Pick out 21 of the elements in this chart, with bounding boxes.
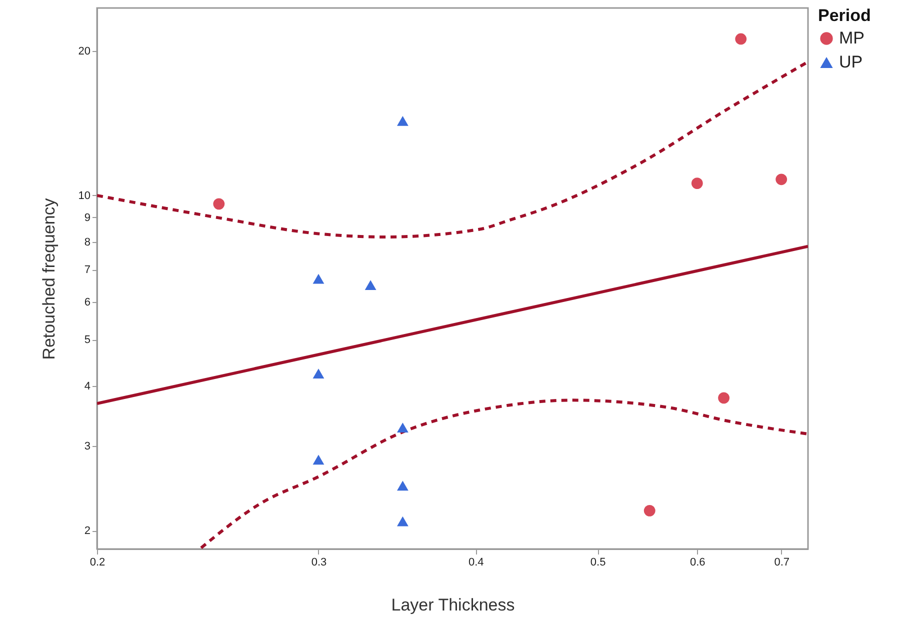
legend-label: MP: [839, 28, 864, 48]
x-tick-label: 0.6: [690, 556, 706, 568]
y-tick-label: 5: [84, 334, 90, 346]
x-tick-label: 0.5: [590, 556, 606, 568]
x-tick-label: 0.2: [90, 556, 106, 568]
y-tick-label: 4: [84, 380, 90, 393]
y-tick-label: 9: [84, 212, 90, 224]
x-tick-label: 0.4: [468, 556, 484, 568]
y-tick-label: 7: [84, 264, 90, 276]
y-tick-label: 20: [78, 46, 90, 58]
y-tick-label: 6: [84, 296, 90, 308]
y-tick-label: 3: [84, 440, 90, 453]
x-tick-label: 0.3: [311, 556, 327, 568]
legend-label: UP: [839, 52, 863, 72]
y-tick-label: 10: [78, 190, 90, 202]
legend-title: Period: [818, 6, 871, 25]
y-tick-label: 8: [84, 236, 90, 248]
y-axis-title: Retouched frequency: [39, 198, 58, 360]
x-axis-title: Layer Thickness: [391, 596, 515, 614]
x-tick-label: 0.7: [774, 556, 790, 568]
y-tick-label: 2: [84, 525, 90, 538]
